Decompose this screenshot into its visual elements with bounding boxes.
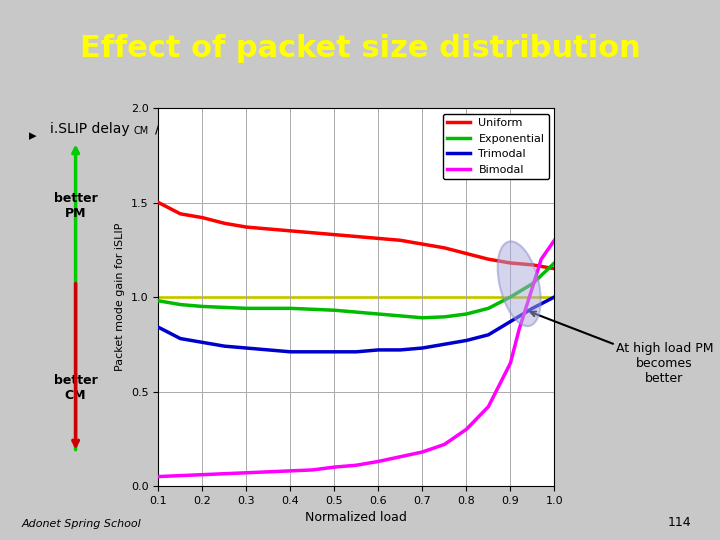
Exponential bbox=[352, 309, 361, 315]
Uniform bbox=[396, 237, 405, 244]
Bimodal bbox=[286, 468, 294, 474]
Trimodal bbox=[176, 335, 185, 342]
Exponential bbox=[418, 314, 427, 321]
Exponential bbox=[528, 281, 536, 287]
Bimodal bbox=[396, 454, 405, 460]
Exponential bbox=[374, 311, 383, 318]
Exponential bbox=[198, 303, 207, 310]
Exponential bbox=[506, 294, 515, 300]
Uniform bbox=[286, 228, 294, 234]
Exponential bbox=[220, 304, 229, 310]
Uniform bbox=[220, 220, 229, 227]
Uniform bbox=[330, 231, 338, 238]
Trimodal bbox=[264, 347, 273, 353]
Text: /delay: /delay bbox=[155, 122, 197, 136]
Trimodal bbox=[330, 349, 338, 355]
Uniform bbox=[374, 235, 383, 242]
Uniform bbox=[176, 211, 185, 217]
Trimodal bbox=[484, 332, 492, 338]
Legend: Uniform, Exponential, Trimodal, Bimodal: Uniform, Exponential, Trimodal, Bimodal bbox=[443, 113, 549, 179]
Text: 114: 114 bbox=[667, 516, 691, 529]
Uniform bbox=[352, 233, 361, 240]
Line: Trimodal: Trimodal bbox=[158, 297, 554, 352]
Bimodal bbox=[374, 458, 383, 464]
Line: Uniform: Uniform bbox=[158, 202, 554, 269]
Uniform bbox=[308, 230, 317, 236]
Uniform bbox=[418, 241, 427, 247]
Text: Adonet Spring School: Adonet Spring School bbox=[22, 519, 141, 529]
Trimodal bbox=[550, 294, 559, 300]
Exponential bbox=[308, 306, 317, 313]
Exponential bbox=[440, 314, 449, 320]
Trimodal bbox=[462, 337, 471, 344]
Exponential bbox=[396, 313, 405, 319]
Ellipse shape bbox=[498, 241, 541, 326]
Bimodal bbox=[242, 469, 251, 476]
Exponential bbox=[176, 301, 185, 308]
Bimodal bbox=[154, 473, 163, 480]
Text: PM: PM bbox=[205, 126, 220, 136]
Bimodal bbox=[515, 326, 523, 333]
Exponential bbox=[242, 305, 251, 312]
Exponential bbox=[264, 305, 273, 312]
Trimodal bbox=[374, 347, 383, 353]
Line: Exponential: Exponential bbox=[158, 263, 554, 318]
Trimodal bbox=[154, 324, 163, 330]
Exponential bbox=[154, 298, 163, 304]
Bimodal bbox=[352, 462, 361, 469]
Trimodal bbox=[198, 339, 207, 346]
Bimodal bbox=[506, 360, 515, 367]
Bimodal bbox=[198, 471, 207, 478]
Exponential bbox=[462, 311, 471, 318]
Uniform bbox=[528, 261, 536, 268]
Trimodal bbox=[220, 343, 229, 349]
Trimodal bbox=[506, 319, 515, 325]
Bimodal bbox=[484, 403, 492, 410]
Text: i.SLIP delay: i.SLIP delay bbox=[50, 122, 130, 136]
Trimodal bbox=[528, 305, 536, 312]
Uniform bbox=[484, 256, 492, 262]
Text: At high load PM
becomes
better: At high load PM becomes better bbox=[531, 312, 713, 385]
Text: CM: CM bbox=[133, 126, 148, 136]
Bimodal bbox=[308, 467, 317, 473]
Exponential bbox=[330, 307, 338, 313]
Exponential bbox=[484, 305, 492, 312]
Bimodal bbox=[220, 470, 229, 477]
Trimodal bbox=[418, 345, 427, 352]
Bimodal bbox=[418, 449, 427, 455]
Text: better
CM: better CM bbox=[54, 374, 97, 402]
Text: better
PM: better PM bbox=[54, 192, 97, 220]
Uniform bbox=[154, 199, 163, 206]
X-axis label: Normalized load: Normalized load bbox=[305, 511, 408, 524]
Exponential bbox=[550, 260, 559, 266]
Bimodal bbox=[176, 472, 185, 479]
Bimodal bbox=[440, 441, 449, 448]
Trimodal bbox=[308, 349, 317, 355]
Bimodal bbox=[264, 469, 273, 475]
Uniform bbox=[242, 224, 251, 230]
Uniform bbox=[198, 214, 207, 221]
Uniform bbox=[506, 260, 515, 266]
Text: ▸: ▸ bbox=[29, 128, 37, 143]
Trimodal bbox=[352, 349, 361, 355]
Uniform bbox=[462, 251, 471, 257]
Line: Bimodal: Bimodal bbox=[158, 240, 554, 476]
Trimodal bbox=[242, 345, 251, 352]
Bimodal bbox=[550, 237, 559, 244]
Trimodal bbox=[286, 349, 294, 355]
Text: Effect of packet size distribution: Effect of packet size distribution bbox=[80, 34, 640, 63]
Bimodal bbox=[528, 284, 536, 291]
Uniform bbox=[264, 226, 273, 232]
Exponential bbox=[286, 305, 294, 312]
Y-axis label: Packet mode gain for iSLIP: Packet mode gain for iSLIP bbox=[115, 223, 125, 371]
Bimodal bbox=[462, 426, 471, 433]
Trimodal bbox=[440, 341, 449, 348]
Bimodal bbox=[330, 464, 338, 470]
Trimodal bbox=[396, 347, 405, 353]
Bimodal bbox=[537, 256, 546, 262]
Uniform bbox=[550, 266, 559, 272]
Text: for different packet size distributions: for different packet size distributions bbox=[223, 122, 484, 136]
Uniform bbox=[440, 245, 449, 251]
